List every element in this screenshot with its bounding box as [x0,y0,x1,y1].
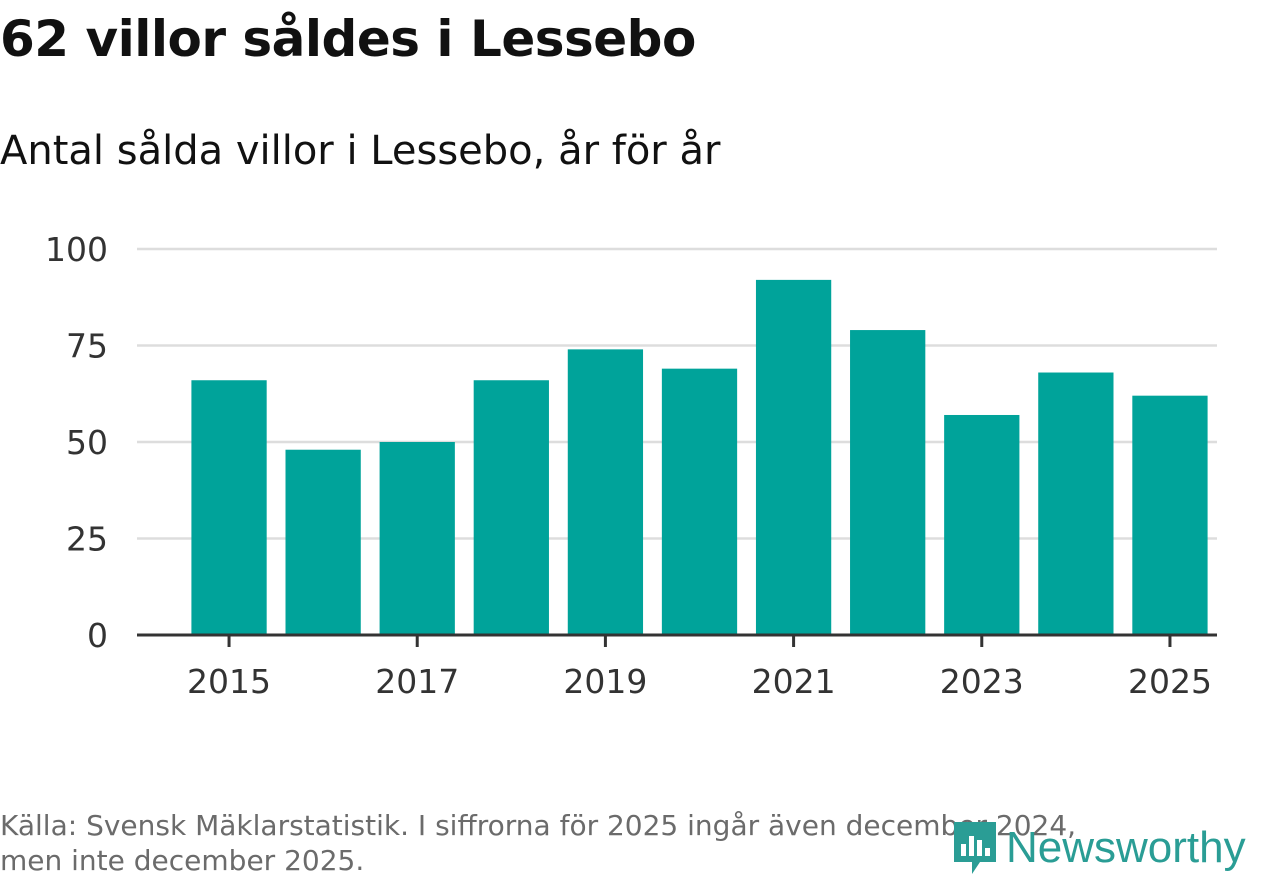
bar-2023 [944,414,1020,635]
source-line-2: men inte december 2025. [0,844,365,877]
x-tick-label: 2021 [752,662,836,701]
logo-text: Newsworthy [1006,823,1246,872]
source-line-1: Källa: Svensk Mäklarstatistik. I siffror… [0,809,1077,842]
y-tick-labels: 0 25 50 75 100 [45,230,108,655]
bar-2016 [285,449,361,635]
bar-2019 [567,349,644,635]
bar-2017 [379,442,455,635]
x-tick-label: 2019 [563,662,647,701]
newsworthy-logo: Newsworthy [950,818,1246,878]
x-ticks: 2015 2017 2019 2021 2023 2025 [187,635,1212,701]
x-tick-label: 2017 [375,662,459,701]
bar-2015 [191,380,267,635]
x-tick-label: 2023 [940,662,1024,701]
newsworthy-chart-icon [954,822,996,874]
y-tick-label: 25 [66,520,108,559]
bar-2022 [850,330,926,635]
chart-title: 62 villor såldes i Lessebo [0,10,696,68]
x-tick-label: 2015 [187,662,271,701]
y-tick-label: 100 [45,230,108,269]
y-tick-label: 75 [66,327,108,366]
x-tick-label: 2025 [1128,662,1212,701]
y-tick-label: 0 [87,616,108,655]
source-note: Källa: Svensk Mäklarstatistik. I siffror… [0,808,1200,878]
bar-2021 [755,279,832,635]
bar-2025 [1132,395,1208,635]
bar-2024 [1038,372,1114,635]
bar-2020 [661,368,738,635]
bars [191,279,1208,635]
y-tick-label: 50 [66,423,108,462]
chart-subtitle: Antal sålda villor i Lessebo, år för år [0,128,721,174]
bar-chart: 2015 2017 2019 2021 2023 2025 0 25 50 75 100 [45,230,1217,701]
bar-2018 [473,380,549,635]
